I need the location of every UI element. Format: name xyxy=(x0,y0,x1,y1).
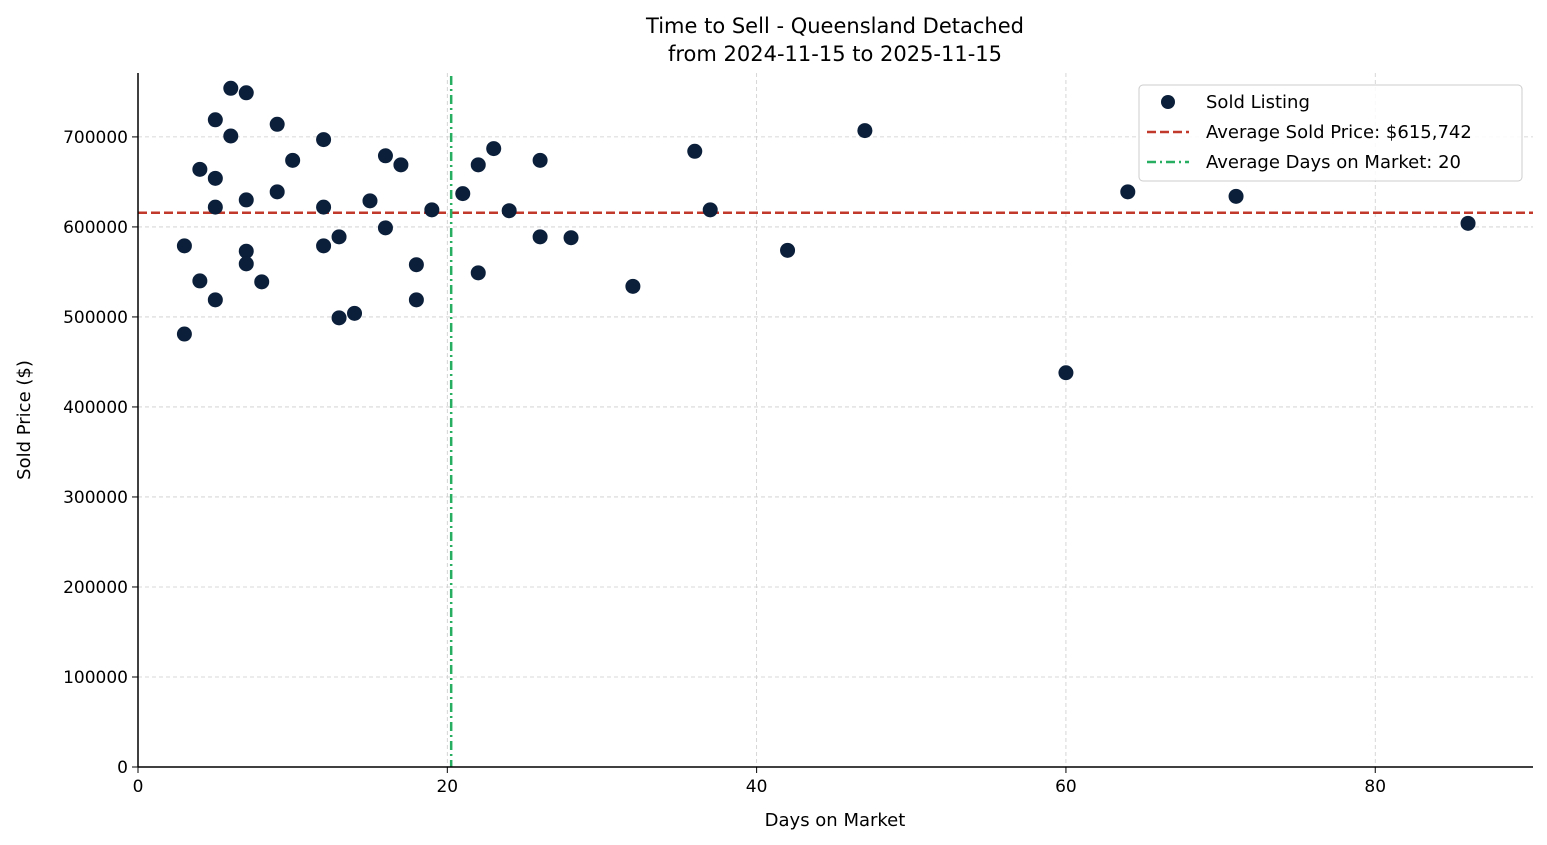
legend-label-points: Sold Listing xyxy=(1206,92,1310,113)
data-point xyxy=(223,128,239,144)
data-point xyxy=(1460,215,1476,231)
data-point xyxy=(316,199,332,215)
data-point xyxy=(316,132,332,148)
data-point xyxy=(207,199,223,215)
data-point xyxy=(269,184,285,200)
data-point xyxy=(408,292,424,308)
data-point xyxy=(316,238,332,254)
data-point xyxy=(223,80,239,96)
data-point xyxy=(1120,184,1136,200)
data-point xyxy=(207,112,223,128)
x-axis-label: Days on Market xyxy=(765,810,906,831)
data-point xyxy=(857,123,873,139)
data-point xyxy=(377,148,393,164)
data-point xyxy=(470,265,486,281)
data-point xyxy=(687,143,703,159)
data-point xyxy=(238,243,254,259)
data-point xyxy=(486,141,502,157)
x-tick-label: 0 xyxy=(133,777,144,797)
x-tick-label: 60 xyxy=(1055,777,1077,797)
data-point xyxy=(254,274,270,290)
y-tick-label: 100000 xyxy=(63,668,128,688)
data-point xyxy=(192,161,208,177)
data-point xyxy=(176,238,192,254)
data-point xyxy=(238,256,254,272)
data-point xyxy=(238,85,254,101)
data-point xyxy=(377,220,393,236)
data-point xyxy=(455,186,471,202)
chart-title: Time to Sell - Queensland Detached xyxy=(645,14,1024,38)
data-point xyxy=(1058,365,1074,381)
data-point xyxy=(207,292,223,308)
data-point xyxy=(563,230,579,246)
y-tick-label: 400000 xyxy=(63,398,128,418)
y-tick-label: 500000 xyxy=(63,308,128,328)
points xyxy=(176,80,1476,381)
data-point xyxy=(702,202,718,218)
x-tick-label: 40 xyxy=(746,777,768,797)
y-axis-label: Sold Price ($) xyxy=(14,360,35,480)
legend-marker-points xyxy=(1161,95,1175,109)
data-point xyxy=(532,152,548,168)
chart-subtitle: from 2024-11-15 to 2025-11-15 xyxy=(668,42,1002,66)
data-point xyxy=(176,326,192,342)
data-point xyxy=(207,170,223,186)
reference-lines xyxy=(138,76,1533,767)
x-tick-label: 80 xyxy=(1364,777,1386,797)
legend: Sold Listing Average Sold Price: $615,74… xyxy=(1138,84,1523,182)
legend-label-avg-days: Average Days on Market: 20 xyxy=(1206,152,1461,173)
y-tick-label: 0 xyxy=(117,758,128,778)
data-point xyxy=(470,157,486,173)
data-point xyxy=(408,257,424,273)
data-point xyxy=(192,273,208,289)
data-point xyxy=(238,192,254,208)
data-point xyxy=(331,310,347,326)
data-point xyxy=(347,305,363,321)
y-tick-label: 200000 xyxy=(63,578,128,598)
data-point xyxy=(362,193,378,209)
y-tick-label: 600000 xyxy=(63,218,128,238)
data-point xyxy=(393,157,409,173)
data-point xyxy=(424,202,440,218)
data-point xyxy=(532,229,548,245)
data-point xyxy=(285,152,301,168)
legend-label-avg-price: Average Sold Price: $615,742 xyxy=(1206,122,1472,143)
axes: 0 20 40 60 80 0 100000 200000 300000 400000 500000… xyxy=(63,73,1533,797)
data-point xyxy=(501,203,517,219)
y-tick-label: 300000 xyxy=(63,488,128,508)
data-point xyxy=(269,116,285,132)
x-tick-label: 20 xyxy=(436,777,458,797)
data-point xyxy=(331,229,347,245)
data-point xyxy=(1228,188,1244,204)
data-point xyxy=(625,278,641,294)
y-tick-label: 700000 xyxy=(63,128,128,148)
legend-box xyxy=(1138,84,1523,182)
data-point xyxy=(780,242,796,258)
